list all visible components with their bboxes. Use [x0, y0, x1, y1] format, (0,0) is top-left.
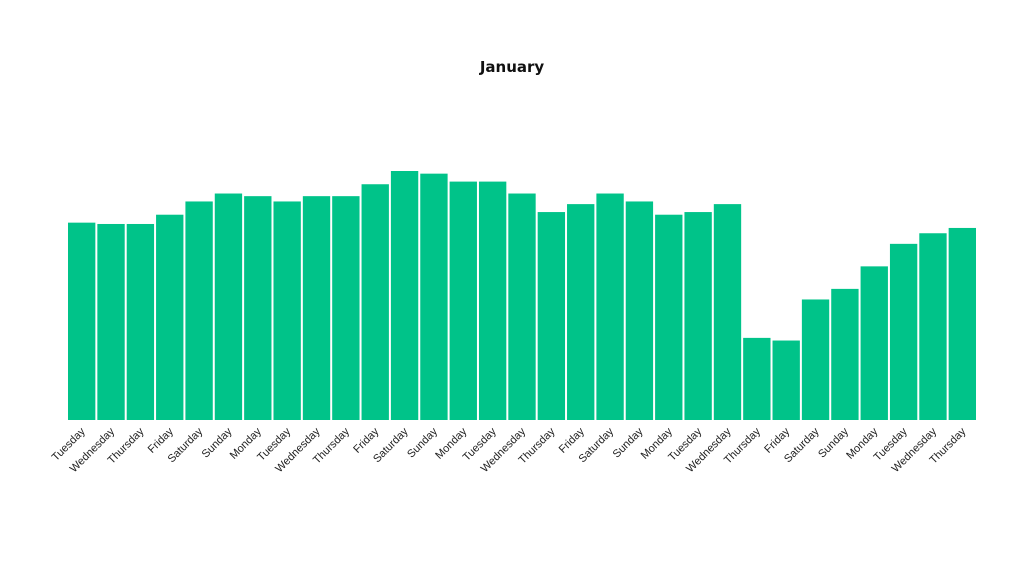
bar-6 — [214, 193, 243, 420]
bar-11 — [361, 184, 389, 420]
bar-1 — [68, 222, 96, 420]
bar-23 — [713, 204, 742, 420]
bar-26 — [801, 299, 830, 420]
bar-2 — [97, 223, 125, 420]
bar-31 — [948, 227, 976, 420]
bar-28 — [860, 266, 888, 420]
bar-25 — [772, 340, 800, 420]
bar-12 — [390, 171, 419, 420]
bar-21 — [655, 214, 683, 420]
bar-20 — [625, 201, 654, 420]
bar-7 — [244, 196, 272, 420]
bar-30 — [919, 233, 947, 420]
bar-4 — [156, 214, 184, 420]
bar-27 — [831, 288, 859, 420]
bar-13 — [420, 173, 448, 420]
bar-10 — [332, 196, 360, 420]
bar-8 — [273, 201, 301, 420]
bar-16 — [508, 193, 536, 420]
bar-19 — [596, 193, 624, 420]
bar-17 — [537, 212, 566, 420]
bar-22 — [684, 212, 712, 420]
bar-9 — [302, 196, 331, 420]
bar-3 — [126, 223, 155, 420]
bar-5 — [185, 201, 213, 420]
bar-24 — [743, 337, 771, 420]
bar-14 — [449, 181, 477, 420]
bar-29 — [889, 243, 918, 420]
bar-18 — [567, 204, 595, 420]
bars-group — [68, 171, 976, 420]
chart-title: January — [479, 58, 545, 76]
bar-15 — [478, 181, 507, 420]
